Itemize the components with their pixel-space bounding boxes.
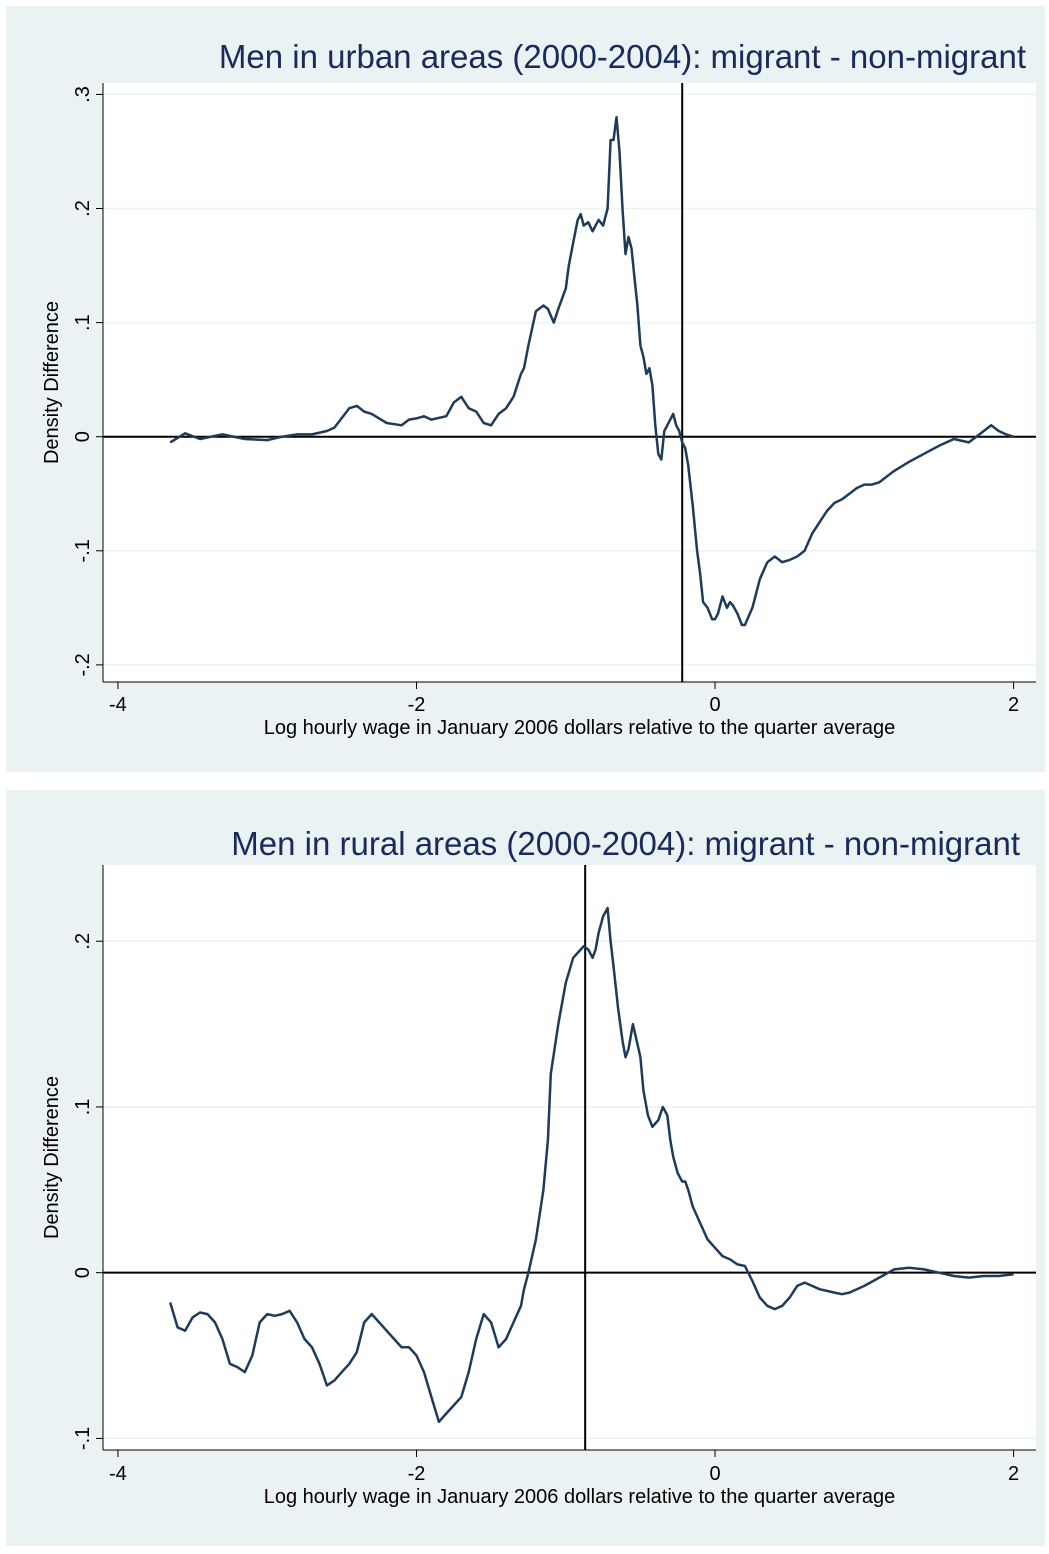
chart-rural: Men in rural areas (2000-2004): migrant …: [41, 825, 1036, 1508]
density-difference-line: [169, 906, 1014, 1424]
x-tick-label: -4: [109, 1463, 127, 1485]
x-axis-title: Log hourly wage in January 2006 dollars …: [264, 717, 896, 739]
plot-area: [103, 83, 1036, 682]
x-tick-label: 0: [709, 1463, 720, 1485]
y-tick-label: .3: [72, 86, 94, 103]
y-axis-title: Density Difference: [41, 1076, 63, 1239]
y-tick-label: 0: [72, 1267, 94, 1278]
x-tick-label: -4: [109, 694, 127, 716]
plot-area: [103, 865, 1036, 1450]
y-tick-label: .1: [72, 314, 94, 331]
y-axis-title: Density Difference: [41, 301, 63, 464]
chart-title: Men in rural areas (2000-2004): migrant …: [231, 825, 1020, 862]
x-tick-label: 2: [1008, 694, 1019, 716]
y-tick-label: 0: [72, 431, 94, 442]
x-tick-label: -2: [408, 1463, 426, 1485]
y-tick-label: -.1: [72, 539, 94, 562]
density-difference-line: [169, 115, 1014, 627]
y-tick-label: .2: [72, 200, 94, 217]
chart-title: Men in urban areas (2000-2004): migrant …: [219, 38, 1026, 75]
chart-urban: Men in urban areas (2000-2004): migrant …: [41, 38, 1036, 739]
y-tick-label: -.1: [72, 1427, 94, 1450]
y-tick-label: .2: [72, 933, 94, 950]
chart-panel-urban: Men in urban areas (2000-2004): migrant …: [6, 6, 1045, 772]
x-tick-label: 0: [709, 694, 720, 716]
y-tick-label: .1: [72, 1099, 94, 1116]
x-tick-label: -2: [408, 694, 426, 716]
chart-panel-rural: Men in rural areas (2000-2004): migrant …: [6, 790, 1045, 1546]
x-axis-title: Log hourly wage in January 2006 dollars …: [264, 1486, 896, 1508]
x-tick-label: 2: [1008, 1463, 1019, 1485]
y-tick-label: -.2: [72, 653, 94, 676]
